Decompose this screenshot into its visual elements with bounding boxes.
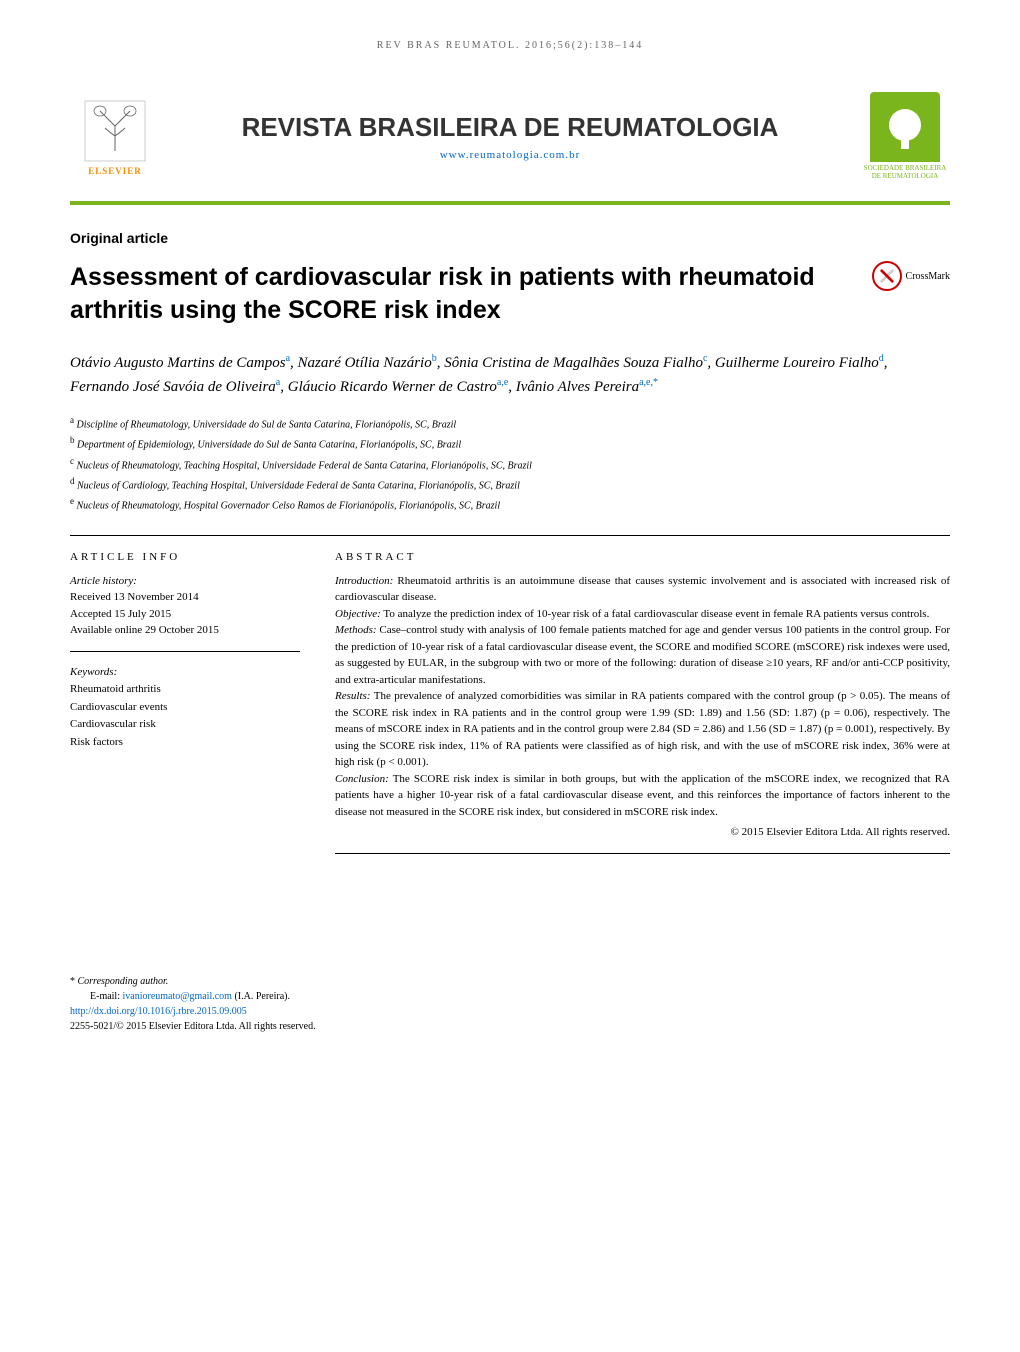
affiliation-item: b Department of Epidemiology, Universida… xyxy=(70,433,950,453)
abstract-section: Methods: Case–control study with analysi… xyxy=(335,622,950,688)
article-history-block: Article history: Received 13 November 20… xyxy=(70,573,300,652)
journal-reference: REV BRAS REUMATOL. 2016;56(2):138–144 xyxy=(70,40,950,51)
keyword-item: Cardiovascular risk xyxy=(70,716,300,734)
keywords-label: Keywords: xyxy=(70,664,300,682)
page-footer: * Corresponding author. E-mail: ivaniore… xyxy=(70,974,950,1034)
society-logo: SOCIEDADE BRASILEIRA DE REUMATOLOGIA xyxy=(860,86,950,186)
journal-title-block: REVISTA BRASILEIRA DE REUMATOLOGIA www.r… xyxy=(160,112,860,161)
abstract-section: Conclusion: The SCORE risk index is simi… xyxy=(335,771,950,821)
society-name: SOCIEDADE BRASILEIRA DE REUMATOLOGIA xyxy=(860,164,950,181)
abstract-section: Objective: To analyze the prediction ind… xyxy=(335,606,950,623)
abstract-section-label: Objective: xyxy=(335,608,381,620)
article-info-column: ARTICLE INFO Article history: Received 1… xyxy=(70,551,300,855)
article-title: Assessment of cardiovascular risk in pat… xyxy=(70,261,852,326)
keyword-item: Risk factors xyxy=(70,734,300,752)
keyword-item: Cardiovascular events xyxy=(70,699,300,717)
crossmark-label: CrossMark xyxy=(906,271,950,282)
doi-link[interactable]: http://dx.doi.org/10.1016/j.rbre.2015.09… xyxy=(70,1006,247,1017)
elsevier-tree-icon xyxy=(80,96,150,166)
received-date: Received 13 November 2014 xyxy=(70,589,300,606)
publisher-logo: ELSEVIER xyxy=(70,86,160,186)
crossmark-icon xyxy=(872,261,902,291)
affiliation-item: e Nucleus of Rheumatology, Hospital Gove… xyxy=(70,494,950,514)
crossmark-badge[interactable]: CrossMark xyxy=(872,261,950,291)
corresponding-email[interactable]: ivanioreumato@gmail.com xyxy=(123,991,232,1002)
abstract-section-label: Introduction: xyxy=(335,575,393,587)
affiliation-item: a Discipline of Rheumatology, Universida… xyxy=(70,413,950,433)
abstract-section: Results: The prevalence of analyzed como… xyxy=(335,688,950,771)
accepted-date: Accepted 15 July 2015 xyxy=(70,606,300,623)
issn-copyright: 2255-5021/© 2015 Elsevier Editora Ltda. … xyxy=(70,1019,950,1034)
abstract-copyright: © 2015 Elsevier Editora Ltda. All rights… xyxy=(335,826,950,838)
online-date: Available online 29 October 2015 xyxy=(70,622,300,639)
history-label: Article history: xyxy=(70,573,300,590)
keywords-block: Keywords: Rheumatoid arthritisCardiovasc… xyxy=(70,664,300,752)
email-label: E-mail: xyxy=(90,991,123,1002)
abstract-section: Introduction: Rheumatoid arthritis is an… xyxy=(335,573,950,606)
abstract-column: ABSTRACT Introduction: Rheumatoid arthri… xyxy=(335,551,950,855)
abstract-text: Introduction: Rheumatoid arthritis is an… xyxy=(335,573,950,821)
abstract-divider xyxy=(335,853,950,854)
affiliation-item: d Nucleus of Cardiology, Teaching Hospit… xyxy=(70,474,950,494)
section-divider xyxy=(70,535,950,536)
abstract-section-text: Case–control study with analysis of 100 … xyxy=(335,624,950,686)
society-logo-box xyxy=(870,92,940,162)
abstract-section-text: To analyze the prediction index of 10-ye… xyxy=(381,608,930,620)
email-suffix: (I.A. Pereira). xyxy=(232,991,290,1002)
affiliation-item: c Nucleus of Rheumatology, Teaching Hosp… xyxy=(70,454,950,474)
journal-header: ELSEVIER REVISTA BRASILEIRA DE REUMATOLO… xyxy=(70,71,950,205)
abstract-section-text: Rheumatoid arthritis is an autoimmune di… xyxy=(335,575,950,604)
corresponding-label: Corresponding author. xyxy=(78,976,169,987)
abstract-section-label: Conclusion: xyxy=(335,773,389,785)
authors-list: Otávio Augusto Martins de Camposa, Nazar… xyxy=(70,351,950,398)
corresponding-marker: * xyxy=(70,976,75,987)
journal-url[interactable]: www.reumatologia.com.br xyxy=(160,149,860,161)
affiliations-list: a Discipline of Rheumatology, Universida… xyxy=(70,413,950,515)
article-type: Original article xyxy=(70,230,950,246)
keyword-item: Rheumatoid arthritis xyxy=(70,681,300,699)
abstract-section-label: Methods: xyxy=(335,624,377,636)
abstract-heading: ABSTRACT xyxy=(335,551,950,563)
abstract-section-text: The SCORE risk index is similar in both … xyxy=(335,773,950,818)
article-info-heading: ARTICLE INFO xyxy=(70,551,300,563)
publisher-name: ELSEVIER xyxy=(88,166,142,176)
abstract-section-label: Results: xyxy=(335,690,370,702)
journal-title: REVISTA BRASILEIRA DE REUMATOLOGIA xyxy=(160,112,860,143)
abstract-section-text: The prevalence of analyzed comorbidities… xyxy=(335,690,950,768)
